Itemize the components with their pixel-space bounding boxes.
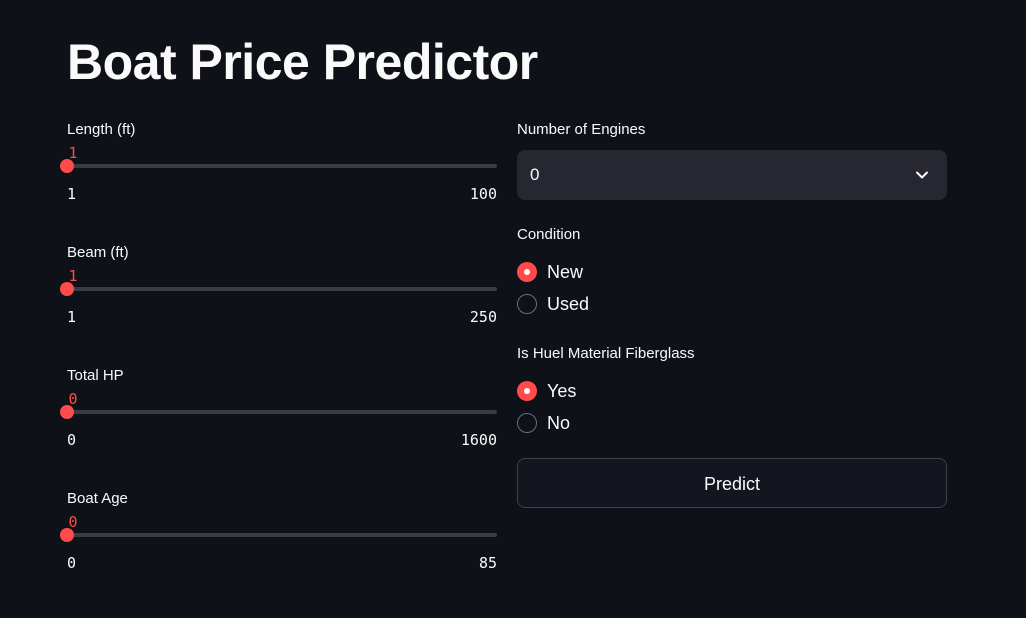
length-slider-max: 100	[469, 185, 497, 203]
engines-label: Number of Engines	[517, 121, 646, 138]
length-slider-thumb[interactable]	[60, 159, 74, 173]
total-hp-slider-track[interactable]	[67, 410, 497, 414]
total-hp-slider: Total HP 0 0 1600	[60, 367, 497, 467]
boat-age-slider-min: 0	[67, 554, 77, 572]
total-hp-slider-min: 0	[67, 431, 77, 449]
boat-age-slider-track[interactable]	[67, 533, 497, 537]
fiberglass-label: Is Huel Material Fiberglass	[517, 345, 695, 362]
total-hp-slider-value: 0	[68, 390, 78, 408]
beam-slider: Beam (ft) 1 1 250	[60, 244, 497, 344]
fiberglass-option-yes[interactable]: Yes	[517, 379, 576, 403]
beam-slider-min: 1	[67, 308, 77, 326]
condition-option-new-label: New	[547, 262, 584, 282]
condition-option-new[interactable]: New	[517, 260, 583, 284]
beam-slider-label: Beam (ft)	[67, 244, 129, 261]
boat-age-slider-value: 0	[68, 513, 78, 531]
total-hp-slider-label: Total HP	[67, 367, 124, 384]
boat-age-slider-thumb[interactable]	[60, 528, 74, 542]
beam-slider-track[interactable]	[67, 287, 497, 291]
beam-slider-thumb[interactable]	[60, 282, 74, 296]
total-hp-slider-thumb[interactable]	[60, 405, 74, 419]
chevron-down-icon	[916, 171, 928, 179]
fiberglass-option-yes-label: Yes	[547, 381, 577, 401]
condition-option-used-label: Used	[547, 294, 590, 314]
length-slider-label: Length (ft)	[67, 121, 136, 138]
radio-unchecked-icon	[517, 294, 537, 314]
total-hp-slider-max: 1600	[460, 431, 497, 449]
length-slider-track[interactable]	[67, 164, 497, 168]
length-slider-min: 1	[67, 185, 77, 203]
beam-slider-value: 1	[68, 267, 78, 285]
engines-select[interactable]: 0	[517, 150, 947, 200]
fiberglass-option-no[interactable]: No	[517, 411, 570, 435]
engines-select-value: 0	[530, 165, 540, 184]
predict-button[interactable]: Predict	[517, 458, 947, 508]
fiberglass-option-no-label: No	[547, 413, 571, 433]
radio-checked-icon	[517, 381, 537, 401]
length-slider-value: 1	[68, 144, 78, 162]
radio-checked-icon	[517, 262, 537, 282]
boat-age-slider-label: Boat Age	[67, 490, 128, 507]
radio-unchecked-icon	[517, 413, 537, 433]
boat-age-slider-max: 85	[478, 554, 497, 572]
boat-age-slider: Boat Age 0 0 85	[60, 490, 497, 590]
beam-slider-max: 250	[469, 308, 497, 326]
condition-label: Condition	[517, 226, 581, 243]
length-slider: Length (ft) 1 1 100	[60, 121, 497, 221]
condition-option-used[interactable]: Used	[517, 292, 589, 316]
page-title: Boat Price Predictor	[67, 34, 538, 90]
